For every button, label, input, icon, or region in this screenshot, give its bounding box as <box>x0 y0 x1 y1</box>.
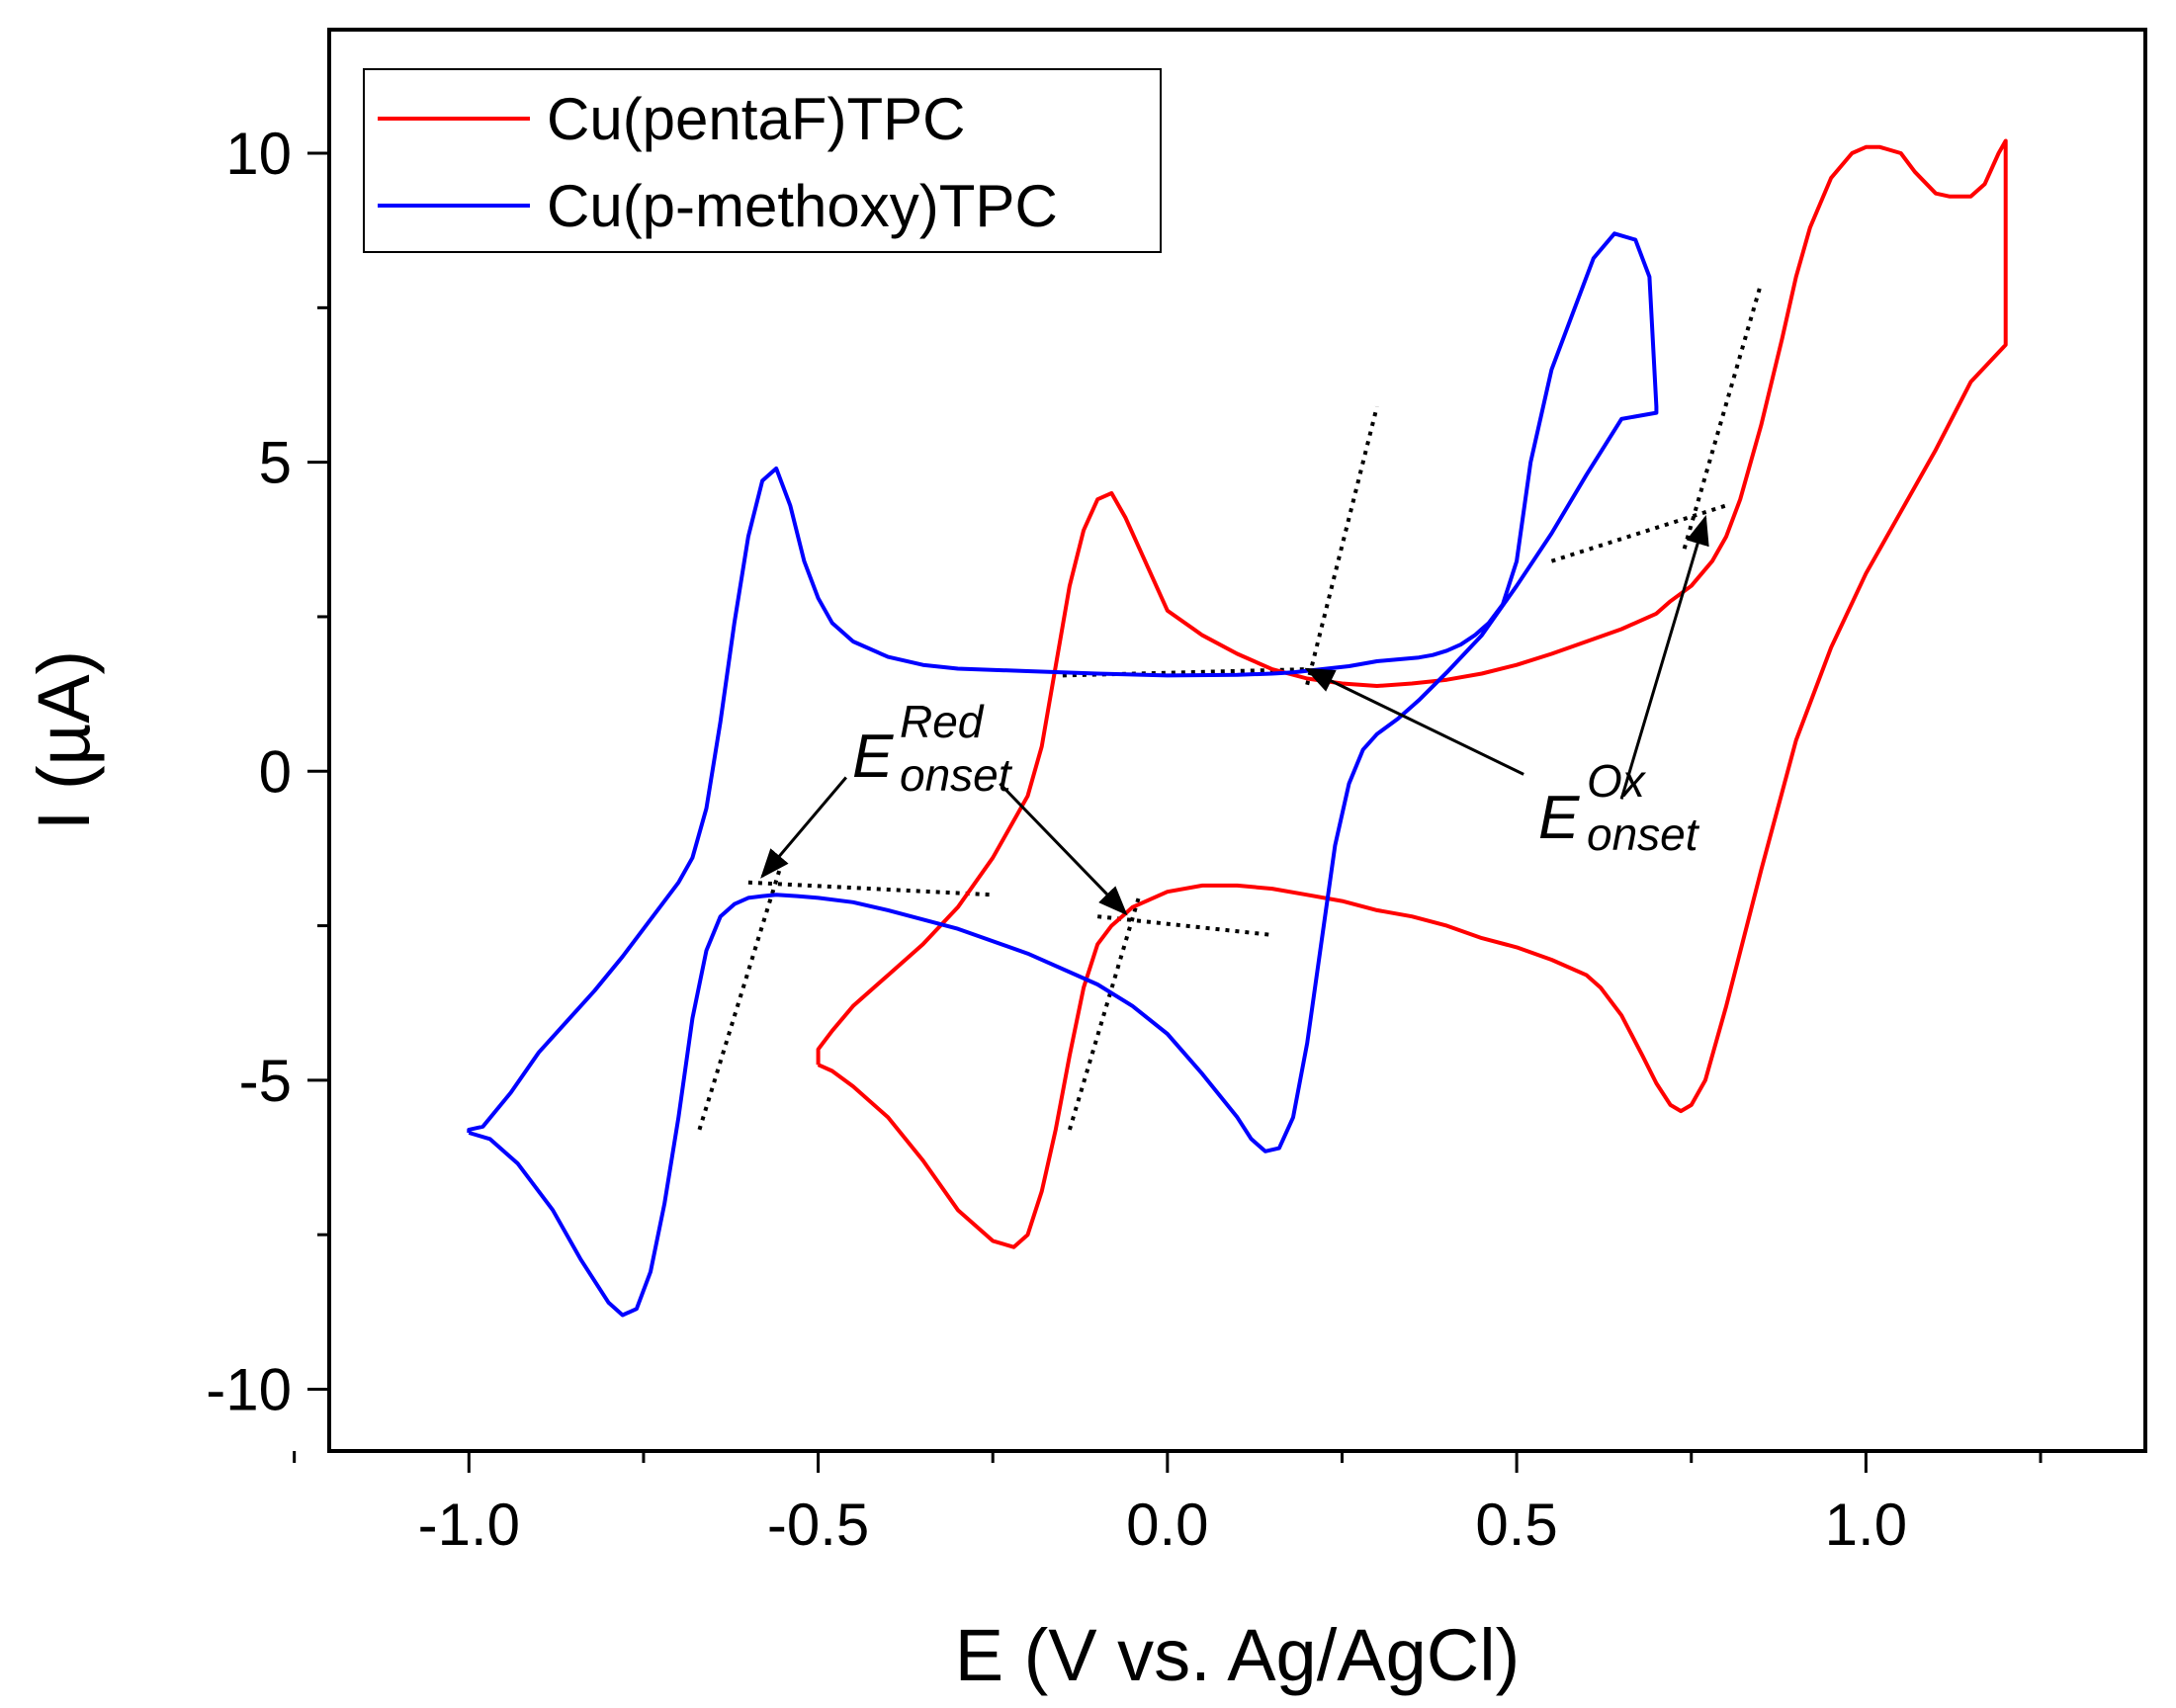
tangent-line <box>1305 405 1379 686</box>
y-axis-ticks: -10 -5 0 5 10 <box>206 121 329 1422</box>
series-line-methoxy <box>467 231 1659 1318</box>
annotation-arrow <box>999 782 1128 916</box>
annotation-ox-superscript: Ox <box>1587 755 1647 807</box>
legend-label-pentaf: Cu(pentaF)TPC <box>547 86 965 152</box>
y-tick-label: -5 <box>239 1048 292 1114</box>
annotation-arrow <box>1619 515 1709 800</box>
tangent-line <box>1550 503 1727 563</box>
tangent-line <box>697 857 786 1131</box>
annotation-arrow <box>1304 667 1524 776</box>
tangent-line <box>1068 894 1142 1131</box>
annotation-arrow <box>760 776 847 879</box>
plot-frame <box>327 28 2147 1453</box>
y-tick-label: -10 <box>206 1356 292 1422</box>
legend-label-methoxy: Cu(p-methoxy)TPC <box>547 173 1058 239</box>
x-axis-title: E (V vs. Ag/AgCl) <box>955 1614 1521 1696</box>
y-tick-label: 5 <box>259 430 292 496</box>
series-layer <box>467 138 2008 1318</box>
annotation-e-onset-red: E Red onset <box>852 696 1013 801</box>
y-tick-label: 0 <box>259 738 292 805</box>
legend: Cu(pentaF)TPC Cu(p-methoxy)TPC <box>363 68 1162 253</box>
annotation-red-superscript: Red <box>900 696 985 747</box>
tangent-line <box>747 880 994 897</box>
legend-box <box>363 68 1162 253</box>
x-axis-ticks: -1.0 -0.5 0.0 0.5 1.0 <box>293 1451 2043 1558</box>
x-tick-label: 0.0 <box>1126 1492 1208 1558</box>
annotation-ox-main: E <box>1538 784 1580 852</box>
x-tick-label: -1.0 <box>418 1492 520 1558</box>
annotation-ox-subscript: onset <box>1587 809 1700 860</box>
annotation-arrows <box>760 515 1709 916</box>
annotation-red-main: E <box>852 723 894 791</box>
x-tick-label: 1.0 <box>1825 1492 1907 1558</box>
x-tick-label: 0.5 <box>1475 1492 1557 1558</box>
annotation-e-onset-ox: E Ox onset <box>1538 755 1700 860</box>
x-tick-label: -0.5 <box>767 1492 869 1558</box>
tangent-line <box>1682 282 1764 550</box>
series-line-pentaf <box>816 138 2008 1249</box>
plot-area <box>327 28 2147 1453</box>
tangent-line <box>1096 914 1273 937</box>
y-axis-title: I (µA) <box>23 650 105 830</box>
annotation-red-subscript: onset <box>900 749 1013 801</box>
y-tick-label: 10 <box>225 121 292 187</box>
